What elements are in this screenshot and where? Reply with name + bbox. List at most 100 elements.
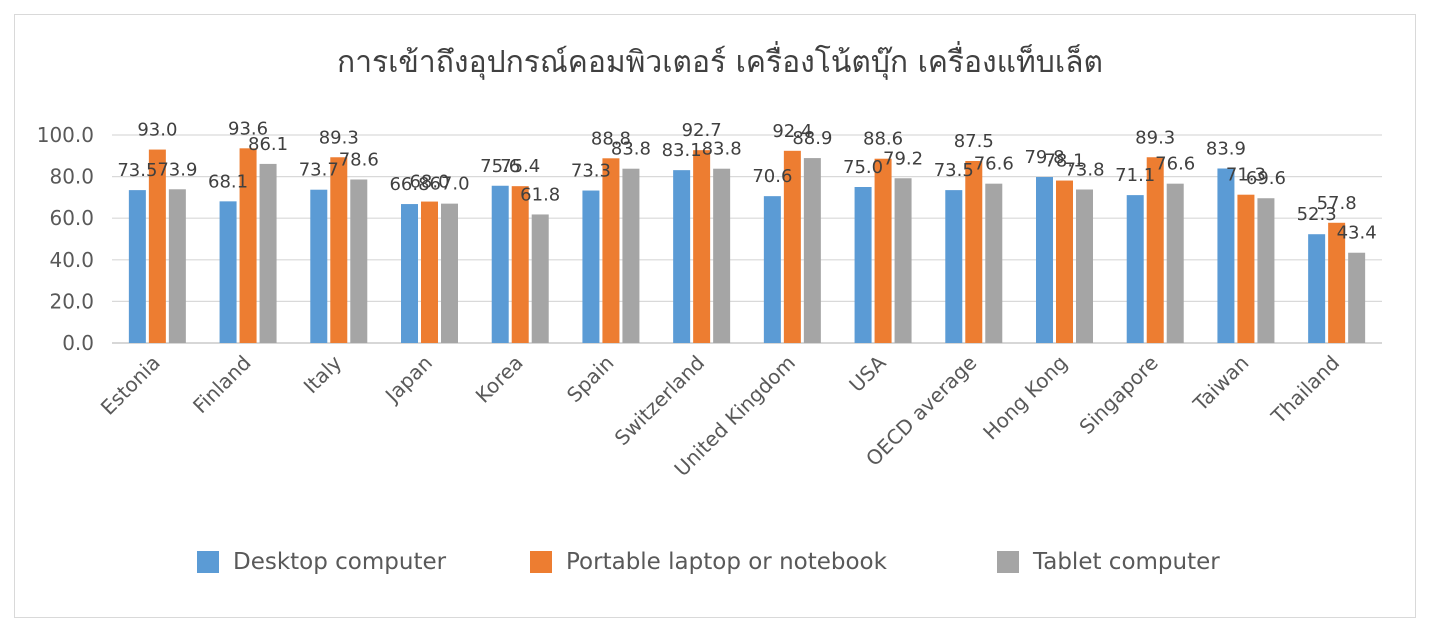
data-label: 69.6	[1246, 168, 1286, 189]
legend-swatch	[997, 551, 1019, 573]
bar	[602, 158, 620, 343]
bars	[128, 148, 1366, 343]
bar	[1348, 252, 1366, 343]
data-label: 89.3	[319, 127, 359, 148]
bar	[894, 178, 912, 343]
bar	[1076, 189, 1093, 343]
bar	[673, 170, 691, 343]
data-label: 89.3	[1135, 127, 1175, 148]
y-tick-label: 80.0	[49, 165, 94, 189]
bar	[128, 190, 146, 343]
x-tick-label: Switzerland	[610, 351, 709, 450]
bar	[168, 189, 186, 343]
data-label: 86.1	[248, 134, 288, 155]
bar	[803, 158, 821, 343]
x-tick-label: Finland	[188, 351, 256, 419]
legend-label: Tablet computer	[1032, 549, 1220, 575]
data-label: 83.8	[611, 139, 651, 160]
bar	[1056, 180, 1073, 343]
chart-title: การเข้าถึงอุปกรณ์คอมพิวเตอร์ เครื่องโน้ต…	[337, 41, 1103, 81]
data-label: 67.0	[429, 174, 469, 195]
bar	[441, 203, 458, 343]
bar	[1308, 234, 1326, 343]
data-labels: 73.593.073.968.193.686.173.789.378.666.8…	[117, 118, 1376, 243]
data-label: 71.3	[1226, 165, 1266, 186]
data-label: 43.4	[1337, 223, 1377, 244]
data-label: 75.0	[843, 157, 883, 178]
legend: Desktop computer Portable laptop or noteb…	[197, 549, 1220, 575]
legend-label: Portable laptop or notebook	[566, 549, 888, 575]
bar	[259, 163, 277, 343]
x-tick-label: Thailand	[1266, 351, 1344, 429]
x-tick-label: Italy	[299, 350, 347, 398]
data-label: 73.5	[117, 160, 157, 181]
bar	[713, 168, 731, 343]
data-label: 76.6	[1155, 154, 1195, 175]
x-tick-label: Hong Kong	[978, 351, 1072, 445]
x-tick-label: Estonia	[96, 351, 165, 420]
bar	[582, 190, 600, 343]
bar	[965, 161, 983, 343]
y-tick-label: 20.0	[49, 289, 94, 313]
bar	[1328, 222, 1346, 343]
bar	[1257, 198, 1275, 343]
bar	[1237, 194, 1255, 343]
x-tick-label: Taiwan	[1188, 351, 1254, 417]
y-tick-label: 60.0	[49, 206, 94, 230]
x-tick-label: Spain	[562, 351, 618, 407]
bar	[219, 201, 237, 343]
bar	[511, 186, 529, 343]
data-label: 76.6	[974, 154, 1014, 175]
data-label: 83.1	[662, 140, 702, 161]
y-axis: 0.0 20.0 40.0 60.0 80.0 100.0	[37, 123, 94, 355]
data-label: 78.6	[339, 150, 379, 171]
bar	[874, 158, 892, 343]
bar	[1126, 195, 1144, 343]
bar	[763, 196, 781, 343]
data-label: 57.8	[1317, 193, 1357, 214]
data-label: 83.9	[1206, 138, 1246, 159]
data-label: 93.6	[228, 118, 268, 139]
data-label: 78.1	[1044, 151, 1084, 172]
bar	[401, 204, 418, 343]
data-label: 68.0	[409, 172, 449, 193]
y-tick-label: 40.0	[49, 248, 94, 272]
data-label: 93.0	[137, 120, 177, 141]
bar	[622, 168, 640, 343]
x-tick-label: Japan	[379, 351, 437, 409]
data-label: 75.4	[500, 156, 540, 177]
data-label: 88.9	[792, 128, 832, 149]
data-label: 73.7	[299, 160, 339, 181]
bar	[491, 185, 509, 343]
bar	[1166, 183, 1184, 343]
bar	[1217, 168, 1235, 343]
data-label: 61.8	[520, 184, 560, 205]
data-label: 52.3	[1297, 204, 1337, 225]
bar	[239, 148, 257, 343]
x-tick-label: USA	[844, 350, 890, 396]
data-label: 88.8	[591, 128, 631, 149]
data-label: 75.6	[480, 156, 520, 177]
data-label: 83.8	[702, 139, 742, 160]
data-label: 88.6	[863, 129, 903, 150]
data-label: 71.1	[1115, 165, 1155, 186]
data-label: 92.4	[772, 121, 812, 142]
y-tick-label: 0.0	[62, 331, 94, 355]
bar	[1036, 177, 1053, 343]
bar	[1146, 157, 1164, 343]
data-label: 73.8	[1064, 159, 1104, 180]
legend-label: Desktop computer	[233, 549, 447, 575]
data-label: 66.8	[389, 174, 429, 195]
x-tick-label: Korea	[471, 351, 528, 408]
bar	[693, 150, 711, 343]
y-tick-label: 100.0	[37, 123, 94, 147]
data-label: 79.2	[883, 148, 923, 169]
data-label: 92.7	[682, 120, 722, 141]
bar	[421, 201, 438, 343]
legend-swatch	[197, 551, 219, 573]
x-axis: Estonia Finland Italy Japan Korea SpainSwitze…	[96, 350, 1344, 481]
bar	[350, 179, 368, 343]
bar	[330, 157, 348, 343]
data-label: 73.9	[157, 159, 197, 180]
